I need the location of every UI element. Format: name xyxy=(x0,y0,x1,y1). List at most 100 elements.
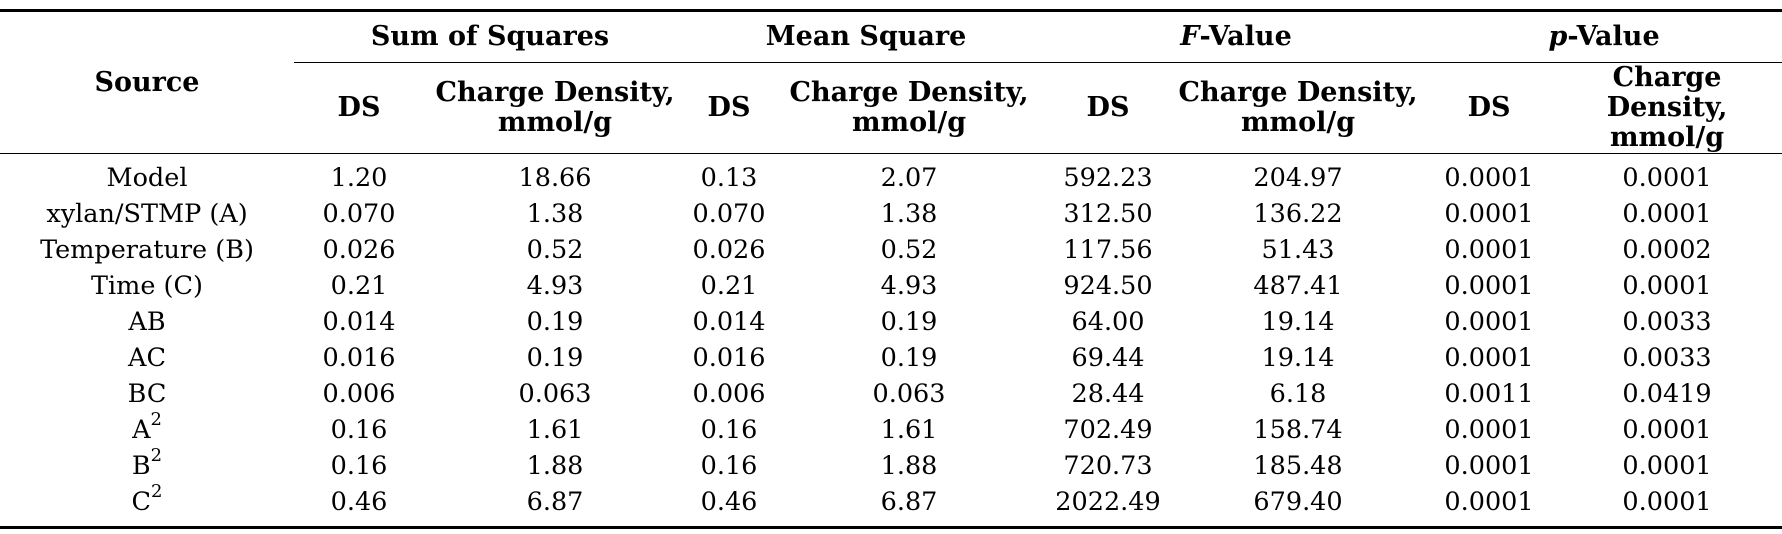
table-row: Model 1.20 18.66 0.13 2.07 592.23 204.97 0.0001… xyxy=(0,154,1782,197)
value-cell: 0.0419 xyxy=(1622,379,1712,409)
source-cell: BC xyxy=(127,379,167,409)
header-row-groups: Source Sum of Squares Mean Square F-Valu… xyxy=(0,9,1782,154)
value-cell: 0.016 xyxy=(322,343,396,373)
value-cell: 19.14 xyxy=(1261,307,1335,337)
value-cell: 0.13 xyxy=(700,163,758,193)
value-cell: 312.50 xyxy=(1063,199,1153,229)
value-cell: 0.21 xyxy=(330,271,388,301)
anova-table: Source Sum of Squares Mean Square F-Valu… xyxy=(0,9,1782,529)
value-cell: 185.48 xyxy=(1253,451,1343,481)
value-cell: 1.38 xyxy=(880,199,938,229)
value-cell: 19.14 xyxy=(1261,343,1335,373)
table-row: C2 0.46 6.87 0.46 6.87 2022.49 679.40 0.0001 0.0… xyxy=(0,482,1782,529)
value-cell: 0.0001 xyxy=(1622,199,1712,229)
value-cell: 18.66 xyxy=(518,163,592,193)
source-cell: AC xyxy=(128,343,166,373)
value-cell: 0.0001 xyxy=(1444,343,1534,373)
table-row: B2 0.16 1.88 0.16 1.88 720.73 185.48 0.0001 0.00… xyxy=(0,444,1782,484)
value-cell: 0.0001 xyxy=(1444,307,1534,337)
value-cell: 0.070 xyxy=(322,199,396,229)
value-cell: 1.88 xyxy=(880,451,938,481)
value-cell: 679.40 xyxy=(1170,484,1427,529)
table-row: BC 0.006 0.063 0.006 0.063 28.44 6.18 0.0011 0.0… xyxy=(0,376,1782,412)
value-cell: 0.19 xyxy=(880,343,938,373)
value-cell: 2.07 xyxy=(880,163,938,193)
value-cell: 1.61 xyxy=(880,415,938,445)
value-cell: 0.19 xyxy=(526,343,584,373)
table-row: Time (C) 0.21 4.93 0.21 4.93 924.50 487.41 0.00… xyxy=(0,268,1782,304)
source-cell: C2 xyxy=(0,482,294,529)
value-cell: 51.43 xyxy=(1261,235,1335,265)
value-cell: 0.026 xyxy=(692,235,766,265)
value-cell: 0.0001 xyxy=(1444,451,1534,481)
value-cell: 0.006 xyxy=(692,379,766,409)
value-cell: 0.46 xyxy=(686,484,773,529)
table-row: Temperature (B) 0.026 0.52 0.026 0.52 117.56 5… xyxy=(0,232,1782,268)
table-row: AB 0.014 0.19 0.014 0.19 64.00 19.14 0.0001 0.00… xyxy=(0,304,1782,340)
value-cell: 0.0001 xyxy=(1444,163,1534,193)
value-cell: 924.50 xyxy=(1063,271,1153,301)
value-cell: 204.97 xyxy=(1253,163,1343,193)
value-cell: 69.44 xyxy=(1071,343,1145,373)
value-cell: 0.0001 xyxy=(1552,484,1782,529)
value-cell: 0.16 xyxy=(330,451,388,481)
value-cell: 6.87 xyxy=(772,484,1047,529)
value-cell: 0.0033 xyxy=(1622,343,1712,373)
value-cell: 6.87 xyxy=(424,484,687,529)
value-cell: 0.0001 xyxy=(1426,484,1553,529)
value-cell: 4.93 xyxy=(526,271,584,301)
subheader-ds: DS xyxy=(686,62,773,154)
value-cell: 28.44 xyxy=(1071,379,1145,409)
value-cell: 0.026 xyxy=(322,235,396,265)
value-cell: 0.063 xyxy=(518,379,592,409)
group-header-p-value: p-Value xyxy=(1426,9,1782,63)
value-cell: 0.0001 xyxy=(1444,235,1534,265)
value-cell: 1.38 xyxy=(526,199,584,229)
subheader-charge-density: Charge Density, mmol/g xyxy=(1552,62,1782,154)
value-cell: 0.0011 xyxy=(1444,379,1534,409)
source-cell: Time (C) xyxy=(91,271,203,301)
value-cell: 0.0001 xyxy=(1622,163,1712,193)
value-cell: 1.88 xyxy=(526,451,584,481)
value-cell: 0.016 xyxy=(692,343,766,373)
subheader-ds: DS xyxy=(1426,62,1553,154)
table-row: A2 0.16 1.61 0.16 1.61 702.49 158.74 0.0001 0.00… xyxy=(0,408,1782,448)
value-cell: 0.063 xyxy=(872,379,946,409)
value-cell: 0.0033 xyxy=(1622,307,1712,337)
value-cell: 0.19 xyxy=(880,307,938,337)
value-cell: 0.0001 xyxy=(1622,415,1712,445)
value-cell: 0.46 xyxy=(294,484,424,529)
subheader-charge-density: Charge Density, mmol/g xyxy=(1170,62,1427,154)
source-cell: xylan/STMP (A) xyxy=(46,199,248,229)
value-cell: 0.0001 xyxy=(1444,415,1534,445)
value-cell: 0.0002 xyxy=(1622,235,1712,265)
table-body: Model 1.20 18.66 0.13 2.07 592.23 204.97 0.0001… xyxy=(0,154,1782,529)
header-row-subcolumns: DS Charge Density, mmol/g DS Charge Densi… xyxy=(0,62,1782,154)
table-row: xylan/STMP (A) 0.070 1.38 0.070 1.38 312.50 13… xyxy=(0,196,1782,232)
subheader-charge-density: Charge Density, mmol/g xyxy=(424,62,687,154)
group-header-mean-square: Mean Square xyxy=(686,9,1047,63)
group-header-sum-of-squares: Sum of Squares xyxy=(294,9,687,63)
value-cell: 4.93 xyxy=(880,271,938,301)
value-cell: 0.21 xyxy=(700,271,758,301)
value-cell: 0.16 xyxy=(700,451,758,481)
value-cell: 720.73 xyxy=(1063,451,1153,481)
value-cell: 487.41 xyxy=(1253,271,1343,301)
value-cell: 0.0001 xyxy=(1444,271,1534,301)
value-cell: 158.74 xyxy=(1253,415,1343,445)
source-cell: B2 xyxy=(131,444,163,481)
value-cell: 6.18 xyxy=(1269,379,1327,409)
source-cell: A2 xyxy=(132,408,162,445)
value-cell: 702.49 xyxy=(1063,415,1153,445)
value-cell: 0.52 xyxy=(526,235,584,265)
value-cell: 2022.49 xyxy=(1046,484,1171,529)
value-cell: 1.61 xyxy=(526,415,584,445)
value-cell: 0.070 xyxy=(692,199,766,229)
group-header-f-value: F-Value xyxy=(1046,9,1427,63)
value-cell: 0.014 xyxy=(692,307,766,337)
source-cell: Model xyxy=(106,163,188,193)
subheader-ds: DS xyxy=(1046,62,1171,154)
value-cell: 0.0001 xyxy=(1444,199,1534,229)
value-cell: 0.0001 xyxy=(1622,451,1712,481)
subheader-charge-density: Charge Density, mmol/g xyxy=(772,62,1047,154)
